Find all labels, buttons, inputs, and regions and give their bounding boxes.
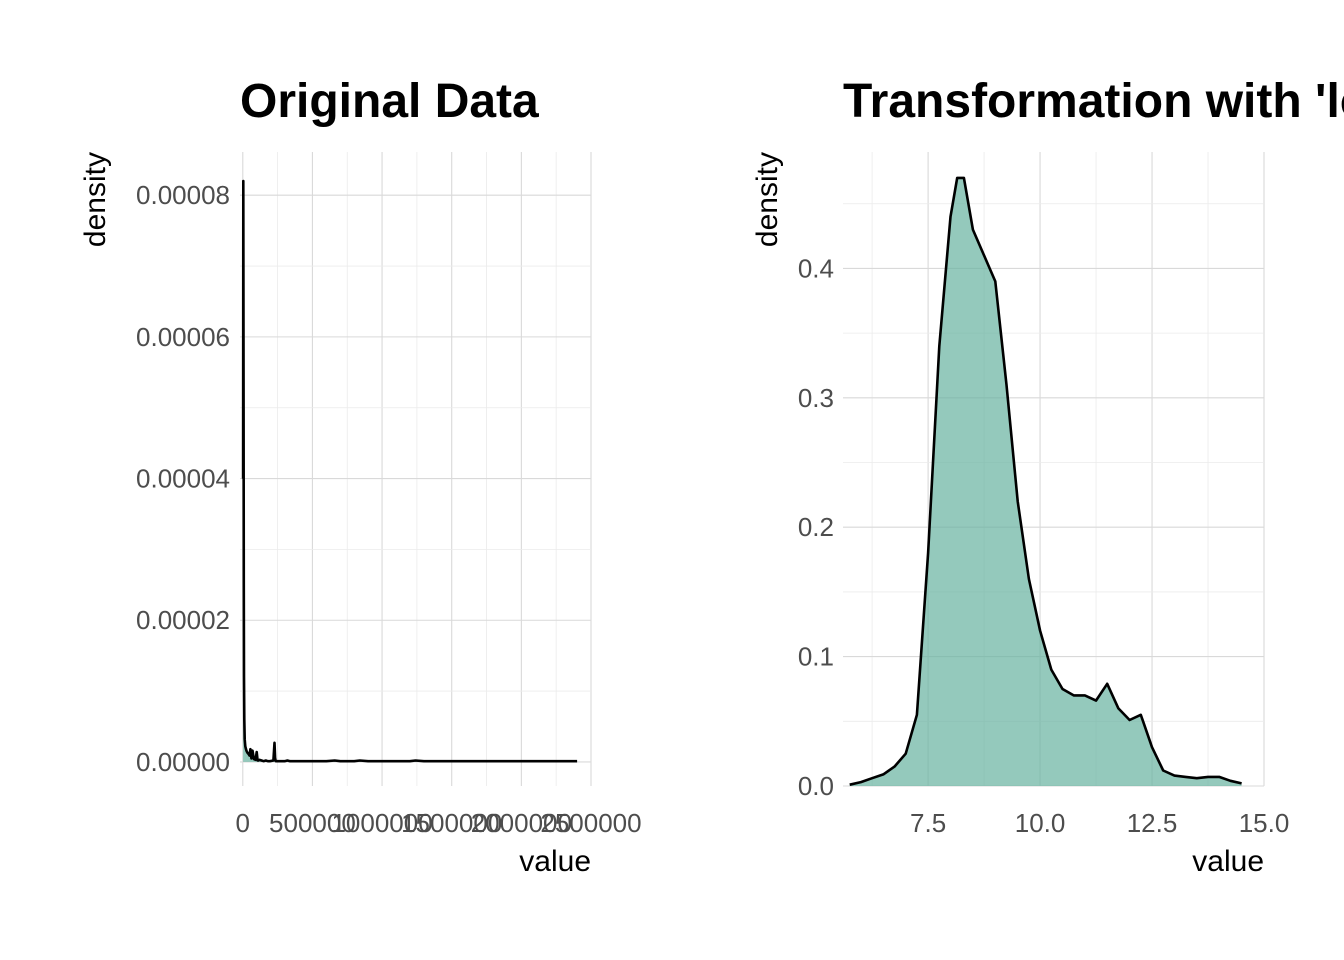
y-tick-label: 0.2 (798, 512, 834, 542)
x-tick-label: 1000000 (331, 808, 432, 838)
density-area-fill (243, 181, 578, 762)
y-tick-label: 0.00006 (136, 322, 230, 352)
x-axis-title: value (519, 845, 591, 878)
x-tick-label: 7.5 (910, 808, 946, 838)
x-tick-label: 1500000 (401, 808, 502, 838)
x-tick-label: 0 (236, 808, 250, 838)
y-tick-label: 0.3 (798, 383, 834, 413)
y-tick-label: 0.00008 (136, 180, 230, 210)
x-tick-label: 15.0 (1239, 808, 1290, 838)
y-axis-title: density (79, 152, 112, 247)
panel-original-data: 0.00000 0.00002 0.00004 0.00006 0.00008 0 500… (79, 75, 642, 878)
gridlines (240, 152, 592, 786)
density-area-fill (849, 177, 1242, 786)
y-tick-label: 0.0 (798, 771, 834, 801)
y-axis-title: density (751, 152, 784, 247)
y-tick-label: 0.4 (798, 253, 834, 283)
y-tick-label: 0.00000 (136, 747, 230, 777)
x-tick-label: 500000 (269, 808, 356, 838)
x-tick-label: 12.5 (1127, 808, 1178, 838)
x-axis-title: value (1192, 845, 1264, 878)
y-tick-labels: 0.00000 0.00002 0.00004 0.00006 0.00008 (136, 180, 230, 777)
y-tick-label: 0.00004 (136, 464, 230, 494)
x-tick-label: 10.0 (1015, 808, 1066, 838)
x-tick-label: 2500000 (540, 808, 641, 838)
x-tick-label: 2000000 (471, 808, 572, 838)
y-tick-labels: 0.0 0.1 0.2 0.3 0.4 (798, 253, 834, 801)
y-tick-label: 0.00002 (136, 605, 230, 635)
density-curve-line (241, 179, 578, 763)
chart-title: Transformation with 'log' (843, 75, 1344, 128)
y-tick-label: 0.1 (798, 642, 834, 672)
chart-title: Original Data (240, 75, 539, 128)
panel-log-transformation: 0.0 0.1 0.2 0.3 0.4 7.5 10.0 12.5 15.0 Transfor… (751, 75, 1344, 878)
x-tick-labels: 7.5 10.0 12.5 15.0 (910, 808, 1289, 838)
density-curve-line (849, 176, 1242, 786)
